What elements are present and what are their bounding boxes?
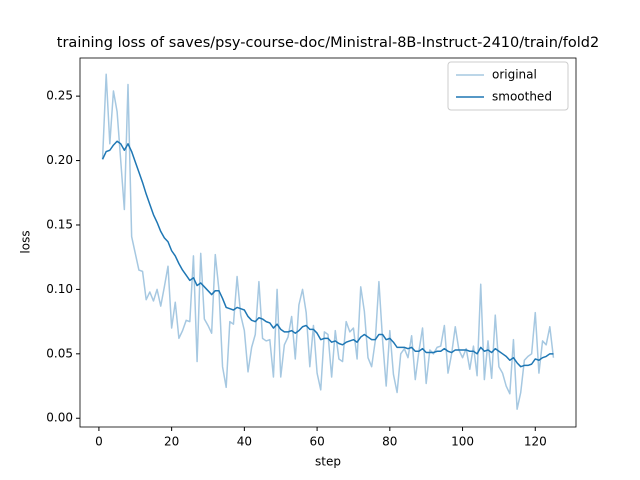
y-axis-label: loss (19, 230, 33, 253)
x-tick-label: 100 (451, 435, 474, 449)
x-tick-label: 0 (95, 435, 103, 449)
legend-label: smoothed (492, 90, 552, 104)
y-tick-label: 0.05 (46, 346, 73, 360)
line-series (101, 140, 554, 368)
y-tick-label: 0.25 (46, 89, 73, 103)
x-tick-label: 60 (309, 435, 324, 449)
legend-box (447, 61, 569, 111)
legend-label: original (492, 68, 537, 82)
x-tick-label: 40 (237, 435, 252, 449)
line-series (101, 73, 555, 410)
x-tick-label: 120 (524, 435, 547, 449)
y-tick-label: 0.20 (46, 153, 73, 167)
x-tick-label: 80 (382, 435, 397, 449)
y-tick-label: 0.10 (46, 282, 73, 296)
y-tick-label: 0.15 (46, 217, 73, 231)
x-tick-label: 20 (164, 435, 179, 449)
axes-frame (79, 57, 577, 428)
y-tick-label: 0.00 (46, 411, 73, 425)
chart-title: training loss of saves/psy-course-doc/Mi… (57, 35, 599, 51)
x-axis-label: step (315, 455, 341, 469)
